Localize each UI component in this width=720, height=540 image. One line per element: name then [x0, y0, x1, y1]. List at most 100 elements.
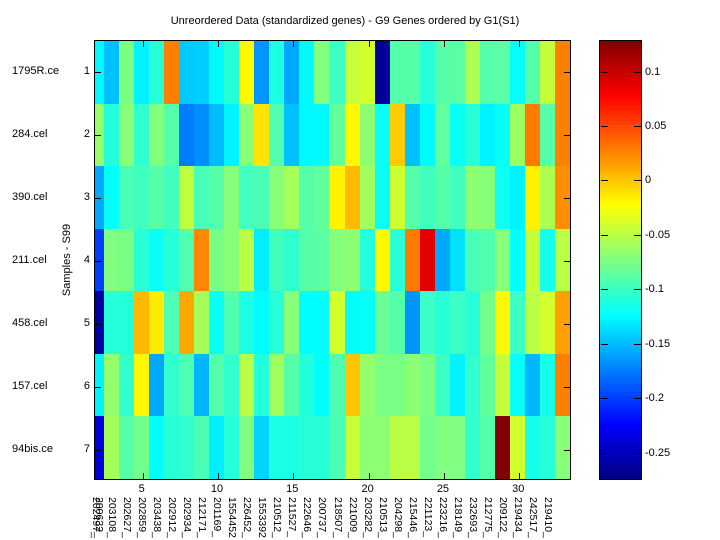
heatmap-cell: [224, 103, 240, 167]
gene-id-label: 202934_: [180, 497, 193, 538]
heatmap-cell: [344, 103, 360, 167]
colorbar-strip: [600, 76, 641, 81]
heatmap-cell: [554, 166, 570, 229]
colorbar-tick-label: -0.05: [645, 228, 671, 241]
heatmap-cell: [179, 41, 195, 104]
colorbar-strip: [600, 451, 641, 456]
heatmap-cell: [119, 228, 135, 292]
heatmap-cell: [194, 416, 210, 479]
heatmap-cell: [389, 103, 405, 167]
colorbar-tick-label: -0.1: [645, 283, 664, 296]
heatmap-cell: [134, 41, 150, 104]
heatmap-cell: [149, 291, 165, 354]
colorbar-tick: [601, 343, 608, 345]
colorbar-strip: [600, 375, 641, 380]
colorbar-strip: [600, 144, 641, 149]
heatmap-cell: [434, 353, 450, 417]
colorbar-strip: [600, 299, 641, 304]
heatmap-cell: [164, 41, 180, 104]
colorbar-tick-label: -0.25: [645, 446, 671, 459]
axis-tick: [95, 449, 101, 451]
heatmap-cell: [299, 416, 315, 479]
colorbar-strip: [600, 292, 641, 296]
heatmap-cell: [209, 41, 225, 104]
heatmap-cell: [104, 166, 120, 229]
heatmap-cell: [209, 103, 225, 167]
gene-id-label: 221123_: [421, 497, 434, 538]
heatmap-cell: [239, 166, 255, 229]
gene-id-label: 212775_: [482, 497, 495, 538]
colorbar-tick: [634, 343, 641, 345]
colorbar-strip: [600, 447, 641, 452]
colorbar-strip: [600, 88, 641, 93]
heatmap-cell: [95, 103, 104, 167]
heatmap-cell: [329, 103, 345, 167]
heatmap-cell: [509, 353, 525, 417]
colorbar-gradient: [600, 41, 641, 480]
colorbar-strip: [600, 60, 641, 65]
heatmap-cell: [419, 416, 435, 479]
colorbar-tick-label: 0.1: [645, 65, 661, 78]
colorbar-strip: [600, 108, 641, 113]
colorbar-strip: [600, 224, 641, 229]
heatmap-cell: [299, 41, 315, 104]
heatmap-cell: [164, 103, 180, 167]
heatmap-cell: [254, 416, 270, 479]
sample-name: 1795R.ce: [12, 65, 60, 78]
sample-name: 211.cel: [12, 254, 47, 266]
gene-id-label: 219410_: [542, 497, 555, 538]
gene-id-label: 202497_: [90, 497, 103, 538]
heatmap-cell: [299, 103, 315, 167]
colorbar-strip: [600, 100, 641, 105]
heatmap-cell: [179, 166, 195, 229]
heatmap-cell: [299, 353, 315, 417]
heatmap-cell: [164, 166, 180, 229]
heatmap-cell: [494, 353, 510, 417]
colorbar-strip: [600, 228, 641, 233]
sample-name: 284.cel: [12, 128, 48, 141]
colorbar-strip: [600, 180, 641, 185]
colorbar-strip: [600, 355, 641, 360]
heatmap-cell: [209, 291, 225, 354]
colorbar-tick: [601, 180, 608, 182]
heatmap-cell: [479, 166, 495, 229]
colorbar-strip: [600, 152, 641, 157]
colorbar-strip: [600, 427, 641, 432]
heatmap-cell: [314, 41, 330, 104]
colorbar-strip: [600, 280, 641, 285]
colorbar-strip: [600, 415, 641, 420]
colorbar-strip: [600, 335, 641, 340]
heatmap-cell: [254, 41, 270, 104]
colorbar-strip: [600, 252, 641, 257]
heatmap-cell: [95, 166, 104, 229]
colorbar-strip: [600, 68, 641, 73]
heatmap-cell: [554, 291, 570, 354]
gene-id-label: 226452_: [241, 497, 254, 538]
axis-tick: [564, 323, 570, 325]
heatmap-cell: [314, 228, 330, 292]
x-tick-label: 30: [512, 483, 525, 495]
heatmap-cell: [194, 41, 210, 104]
heatmap-cell: [479, 228, 495, 292]
colorbar-strip: [600, 220, 641, 225]
colorbar-strip: [600, 176, 641, 181]
heatmap-cell: [524, 103, 540, 167]
heatmap-cells: [95, 41, 570, 479]
colorbar-strip: [600, 311, 641, 316]
heatmap-cell: [194, 166, 210, 229]
heatmap-cell: [239, 291, 255, 354]
heatmap-cell: [344, 353, 360, 417]
heatmap-cell: [299, 228, 315, 292]
colorbar-strip: [600, 136, 641, 141]
axis-tick: [142, 473, 144, 479]
colorbar-tick-label: 0: [645, 174, 652, 187]
heatmap-cell: [119, 353, 135, 417]
gene-id-label: 223216_: [436, 497, 449, 538]
colorbar-strip: [600, 96, 641, 101]
colorbar-strip: [600, 240, 641, 245]
axis-tick: [443, 41, 445, 47]
heatmap-cell: [359, 416, 375, 479]
colorbar-strip: [600, 439, 641, 444]
heatmap-plot: [94, 40, 571, 480]
colorbar-strip: [600, 72, 641, 77]
